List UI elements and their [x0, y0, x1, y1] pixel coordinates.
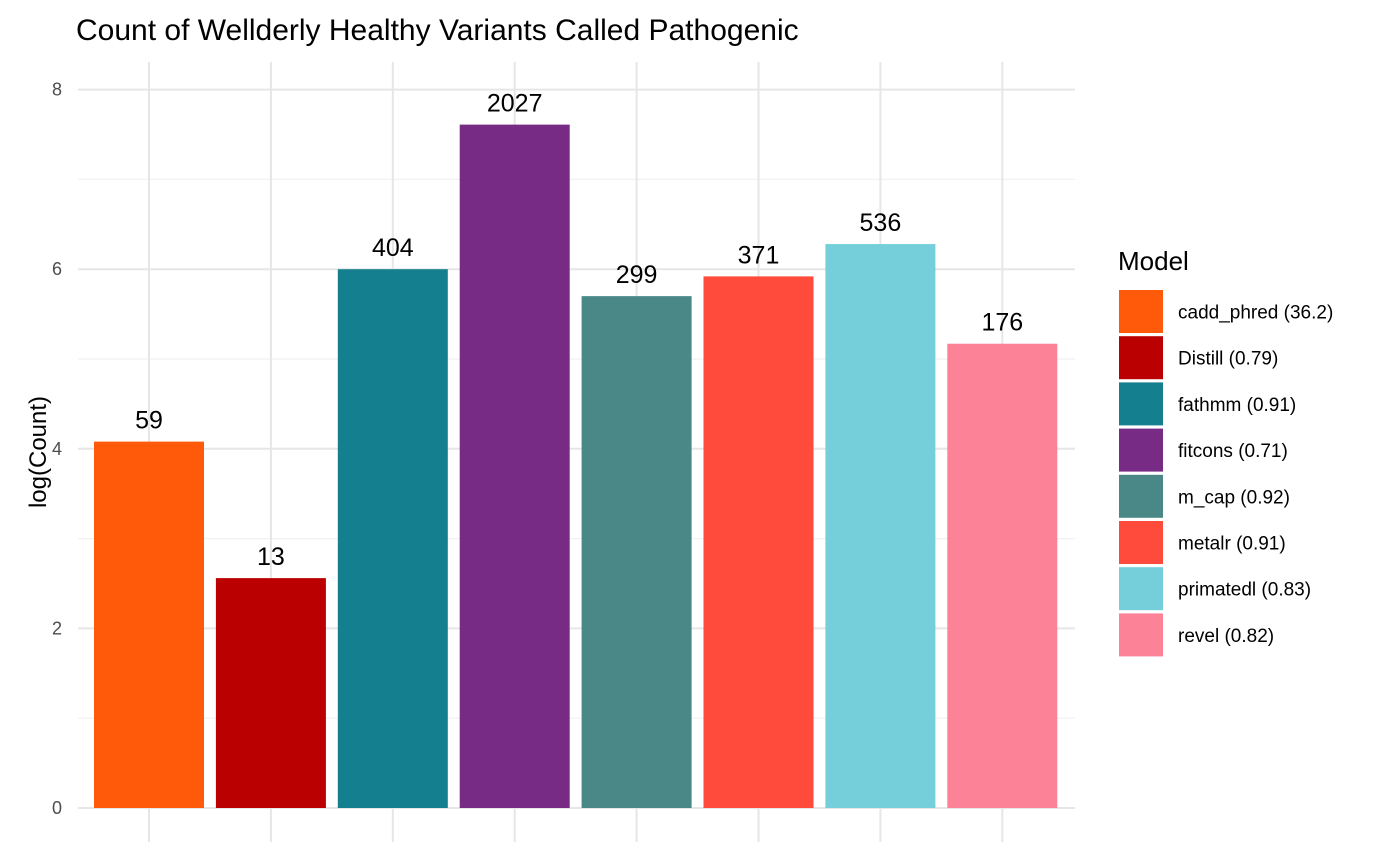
legend-key: [1119, 521, 1163, 564]
legend-title: Model: [1118, 246, 1189, 276]
y-axis-label: log(Count): [25, 396, 52, 508]
legend-label: fathmm (0.91): [1178, 395, 1296, 416]
y-tick-label: 8: [52, 80, 62, 100]
y-tick-label: 2: [52, 618, 62, 638]
legend-label: cadd_phred (36.2): [1178, 303, 1333, 324]
bar-distill: [215, 578, 326, 808]
legend-key: [1119, 336, 1163, 380]
data-label: 59: [135, 407, 163, 435]
data-label: 404: [372, 234, 414, 262]
data-label: 299: [616, 261, 658, 289]
legend-key: [1119, 382, 1163, 426]
data-label: 2027: [487, 90, 543, 118]
y-tick-label: 0: [52, 798, 62, 818]
legend-key: [1119, 474, 1163, 518]
data-label: 13: [257, 543, 285, 571]
data-label: 371: [738, 241, 780, 269]
bar-revel: [947, 343, 1058, 808]
bar-m_cap: [581, 296, 692, 808]
bar-primatedl: [825, 244, 936, 808]
bar-fathmm: [337, 269, 448, 808]
data-label: 536: [860, 209, 902, 237]
y-tick-label: 4: [52, 439, 62, 459]
legend-label: fitcons (0.71): [1178, 441, 1288, 462]
legend-key: [1119, 428, 1163, 472]
y-tick-label: 6: [52, 259, 62, 279]
legend-label: revel (0.82): [1178, 626, 1274, 647]
legend-label: primatedl (0.83): [1178, 580, 1311, 601]
legend-key: [1119, 290, 1163, 333]
bars: [94, 124, 1058, 808]
bar-metalr: [703, 276, 814, 808]
chart-title: Count of Wellderly Healthy Variants Call…: [76, 14, 799, 47]
legend-label: Distill (0.79): [1178, 349, 1278, 370]
legend-label: m_cap (0.92): [1178, 487, 1290, 508]
legend: Model cadd_phred (36.2) Distill (0.79) fat…: [1118, 246, 1333, 657]
legend-label: metalr (0.91): [1178, 534, 1286, 555]
legend-key: [1119, 567, 1163, 611]
y-axis-ticks: 0 2 4 6 8: [52, 80, 62, 818]
legend-key: [1119, 613, 1163, 657]
data-labels: 59 13 404 2027 299 371 536 176: [135, 90, 1023, 571]
bar-fitcons: [459, 124, 570, 808]
data-label: 176: [981, 309, 1023, 337]
bar-cadd_phred: [94, 441, 204, 808]
